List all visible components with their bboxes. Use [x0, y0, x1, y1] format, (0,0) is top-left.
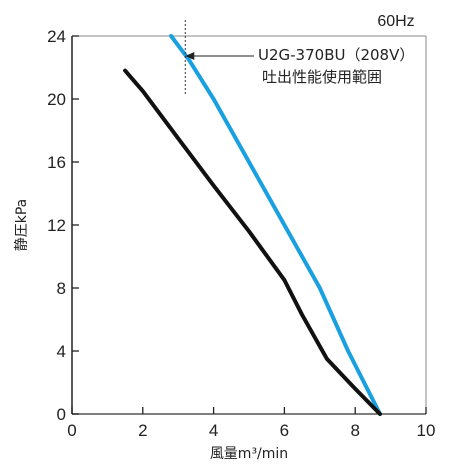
plot-area [72, 36, 426, 414]
annotation-line-2: 吐出性能使用範囲 [262, 68, 382, 86]
x-tick-label: 6 [280, 421, 289, 440]
x-tick-label: 0 [67, 421, 76, 440]
y-tick-label: 24 [47, 27, 66, 46]
x-tick-label: 10 [417, 421, 436, 440]
y-tick-label: 20 [47, 90, 66, 109]
series-line-0 [169, 34, 382, 416]
y-tick-label: 0 [57, 405, 66, 424]
y-tick-label: 8 [57, 279, 66, 298]
annotation-line-1: U2G-370BU（208V） [258, 46, 414, 64]
y-axis-label: 静圧kPa [14, 199, 30, 252]
y-tick-label: 16 [47, 153, 66, 172]
y-tick-label: 4 [57, 342, 66, 361]
annotation-arrowhead [185, 52, 195, 60]
chart-title: 60Hz [377, 13, 414, 30]
x-tick-label: 4 [209, 421, 218, 440]
x-tick-label: 2 [138, 421, 147, 440]
y-tick-label: 12 [47, 216, 66, 235]
series-line-1 [123, 68, 382, 416]
x-axis-label: 風量m³/min [210, 446, 288, 462]
y-axis-ticks: 0 4 8 12 16 20 24 [47, 27, 79, 424]
x-tick-label: 8 [350, 421, 359, 440]
x-axis-ticks: 0 2 4 6 8 10 [67, 407, 435, 440]
series-layer [123, 34, 382, 416]
